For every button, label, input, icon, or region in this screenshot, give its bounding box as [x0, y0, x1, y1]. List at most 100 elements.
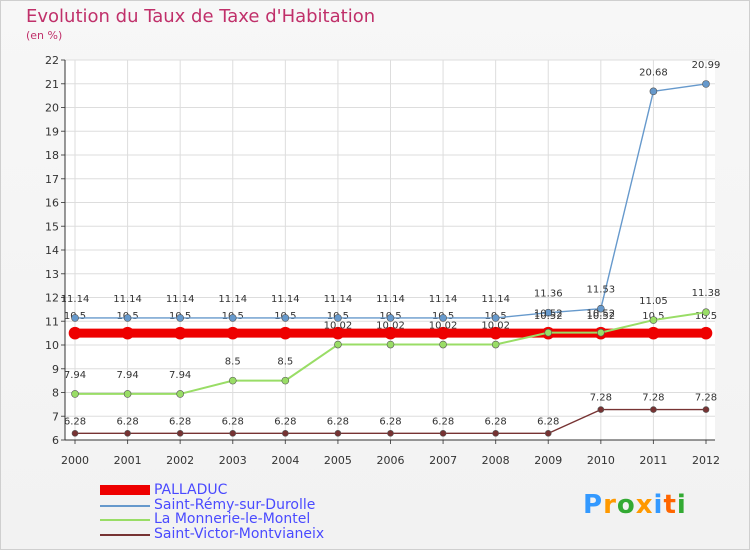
y-tick-label: 22 — [45, 54, 59, 67]
data-label: 6.28 — [379, 416, 401, 427]
data-point — [176, 430, 184, 437]
data-label: 10.02 — [481, 321, 510, 332]
data-label: 20.68 — [639, 67, 668, 78]
data-point — [71, 390, 79, 398]
data-label: 8.5 — [277, 357, 293, 368]
data-label: 10.52 — [534, 309, 563, 320]
data-point — [439, 340, 447, 349]
y-tick-label: 8 — [52, 387, 59, 400]
data-point — [439, 314, 447, 322]
data-label: 10.52 — [587, 311, 616, 322]
data-point — [436, 326, 450, 340]
data-point — [597, 304, 605, 313]
data-point — [121, 326, 134, 340]
data-point — [384, 326, 397, 340]
y-tick-label: 19 — [45, 125, 59, 138]
data-label: 10.52 — [534, 311, 563, 322]
data-point — [281, 314, 290, 322]
data-point — [124, 430, 131, 437]
data-point — [544, 430, 552, 437]
legend-swatch — [100, 533, 150, 536]
chart-subtitle: (en %) — [26, 29, 63, 42]
x-tick-label: 2000 — [61, 454, 89, 467]
data-point — [489, 326, 502, 340]
y-tick-label: 13 — [45, 268, 59, 281]
y-tick-label: 20 — [45, 102, 59, 115]
data-label: 10.52 — [587, 309, 616, 320]
data-point — [176, 314, 184, 322]
data-label: 6.28 — [64, 416, 86, 427]
data-point — [699, 326, 713, 340]
x-tick-label: 2003 — [219, 454, 247, 467]
data-label: 7.94 — [64, 370, 86, 381]
data-label: 8.5 — [225, 357, 241, 368]
data-label: 6.28 — [274, 416, 296, 427]
y-tick-label: 7 — [52, 410, 59, 423]
data-label: 7.94 — [169, 370, 191, 381]
data-label: 6.28 — [485, 416, 507, 427]
y-tick-label: 16 — [45, 197, 59, 210]
data-point — [702, 308, 710, 317]
data-label: 11.14 — [376, 294, 405, 305]
data-label: 6.28 — [432, 416, 454, 427]
data-point — [386, 314, 395, 322]
data-label: 10.5 — [695, 311, 717, 322]
legend-label: Saint-Victor-Montvianeix — [154, 525, 325, 542]
legend-swatch — [100, 504, 150, 507]
x-tick-label: 2009 — [534, 454, 562, 467]
data-label: 10.02 — [376, 321, 405, 332]
y-tick-label: 18 — [45, 149, 59, 162]
data-point — [123, 390, 132, 398]
data-point — [228, 376, 237, 385]
data-point — [649, 316, 658, 324]
data-label: 10.02 — [429, 321, 458, 332]
data-point — [439, 430, 447, 437]
data-point — [650, 406, 657, 413]
data-point — [492, 430, 499, 437]
y-tick-label: 10 — [45, 339, 59, 352]
data-point — [544, 328, 553, 337]
data-point — [228, 314, 237, 322]
x-tick-label: 2006 — [377, 454, 405, 467]
legend-swatch — [100, 485, 150, 495]
data-point — [334, 314, 342, 322]
y-tick-label: 6 — [52, 434, 59, 447]
data-point — [334, 430, 342, 437]
proxiti-logo: Proxiti — [583, 490, 687, 520]
legend-label: Saint-Rémy-sur-Durolle — [154, 496, 316, 513]
data-label: 20.99 — [692, 60, 721, 71]
data-label: 11.14 — [61, 294, 90, 305]
data-point — [491, 314, 500, 322]
x-tick-label: 2010 — [587, 454, 615, 467]
data-label: 7.28 — [590, 393, 612, 404]
data-label: 6.28 — [222, 416, 244, 427]
data-label: 11.05 — [639, 296, 668, 307]
x-tick-label: 2012 — [692, 454, 720, 467]
data-point — [123, 314, 132, 322]
data-label: 7.28 — [695, 393, 717, 404]
data-point — [491, 340, 500, 349]
data-label: 11.14 — [324, 294, 353, 305]
data-point — [387, 430, 394, 437]
data-point — [229, 430, 237, 437]
y-tick-label: 17 — [45, 173, 59, 186]
data-point — [279, 326, 292, 340]
data-label: 6.28 — [116, 416, 138, 427]
data-label: 11.14 — [218, 294, 247, 305]
data-point — [226, 326, 240, 340]
y-tick-label: 14 — [45, 244, 59, 257]
data-point — [334, 340, 342, 349]
legend-label: PALLADUC — [154, 482, 228, 498]
data-point — [597, 406, 605, 413]
data-point — [544, 308, 553, 317]
data-point — [173, 326, 187, 340]
chart-title: Evolution du Taux de Taxe d'Habitation — [26, 6, 376, 27]
data-label: 11.14 — [113, 294, 142, 305]
data-label: 11.53 — [587, 285, 616, 296]
data-label: 7.28 — [642, 393, 664, 404]
y-tick-label: 9 — [52, 363, 59, 376]
data-label: 11.36 — [534, 289, 563, 300]
x-tick-label: 2011 — [639, 454, 667, 467]
data-point — [597, 328, 605, 337]
